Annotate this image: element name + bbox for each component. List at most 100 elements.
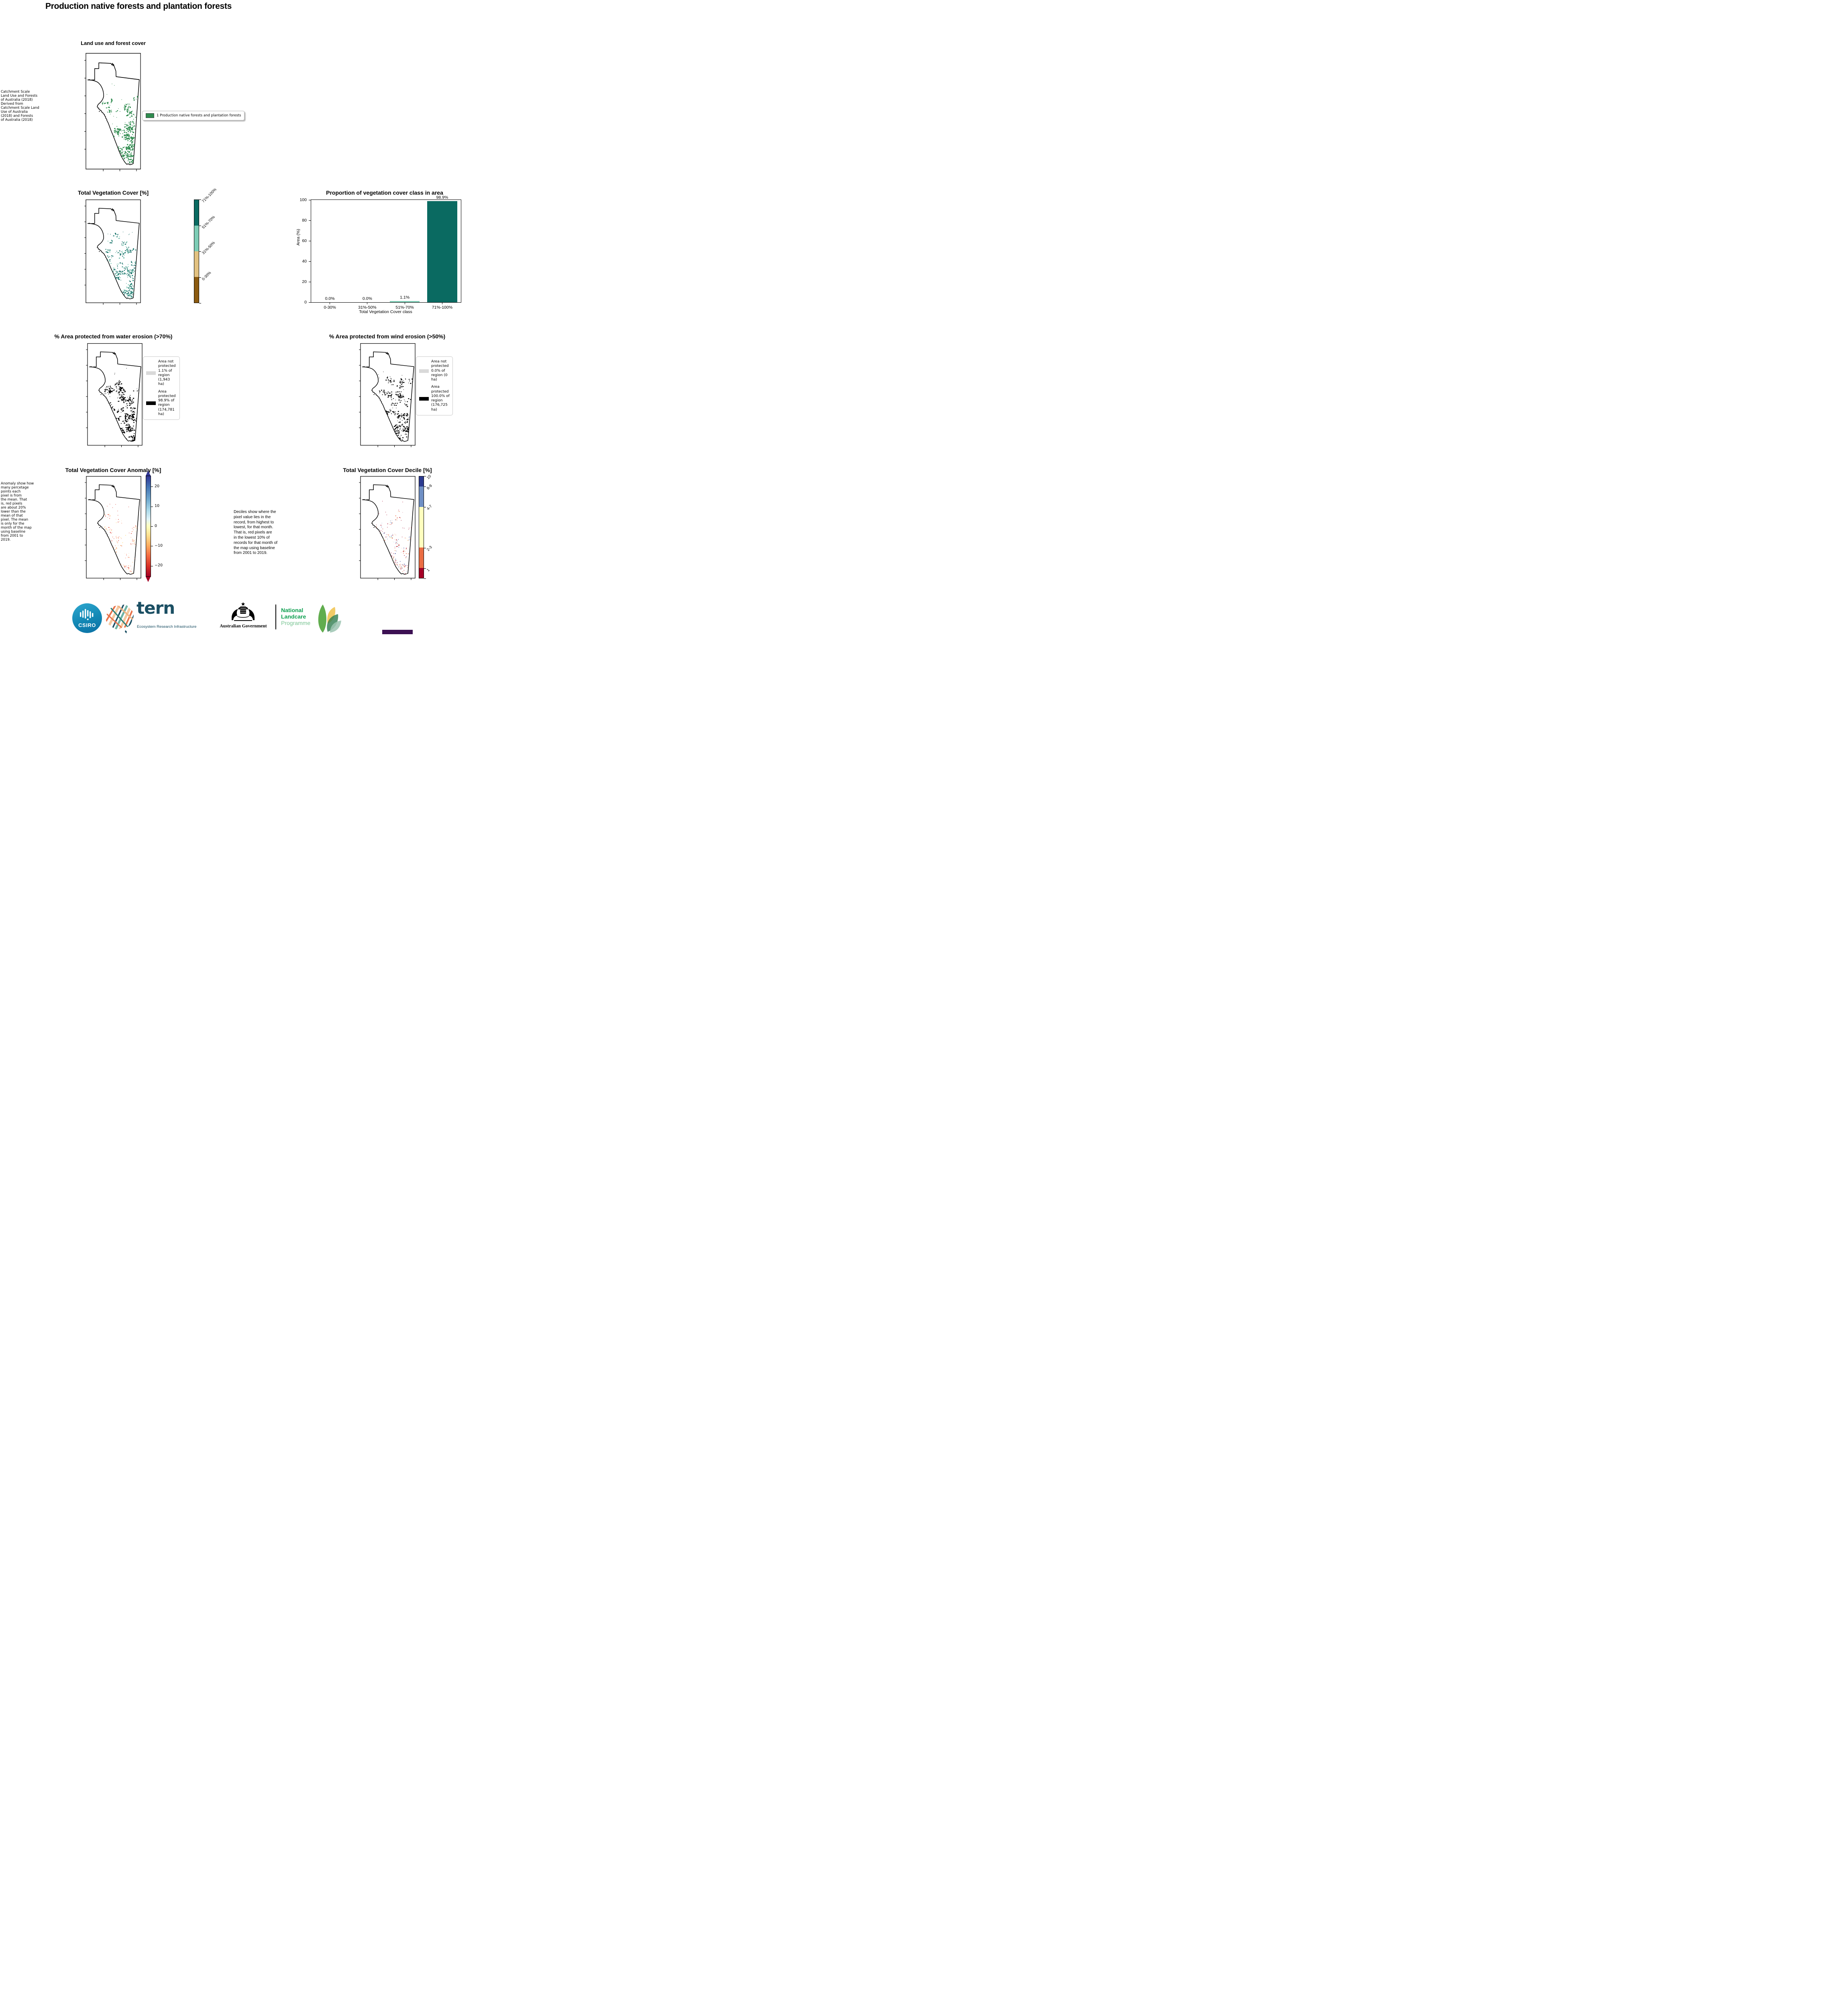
legend-text: Area protected 100.0% of region (176,725… xyxy=(431,385,450,412)
landcare-line-2: Landcare xyxy=(281,613,306,620)
australian-government-label: Australian Government xyxy=(220,624,267,629)
wind-erosion-map xyxy=(359,343,416,448)
decile-label: 1 xyxy=(426,568,431,572)
csiro-waves-icon xyxy=(80,609,94,620)
nsw-government-logo: NSW GOVERNMENT xyxy=(382,630,413,634)
forest-legend-label: 1 Production native forests and plantati… xyxy=(157,114,241,118)
anomaly-tick-label: −10 xyxy=(155,543,163,548)
veg-cover-colorbar: 71%-100% 51%-70% 31%-50% 0-30% xyxy=(194,187,218,303)
anomaly-tick-label: 20 xyxy=(155,484,160,489)
bar-chart-xlabel: Total Vegetation Cover class xyxy=(359,309,412,314)
legend-entry: Area protected 100.0% of region (176,725… xyxy=(419,385,450,412)
tern-wordmark: tern xyxy=(137,598,175,618)
bar-51%-70% xyxy=(389,301,420,302)
anomaly-tick-label: 0 xyxy=(155,523,157,528)
anomaly-tick-label: 10 xyxy=(155,504,160,509)
legend-entry: Area not protected 0.0% of region (0 ha) xyxy=(419,360,450,382)
tern-subtitle: Ecosystem Research Infrastructure xyxy=(137,625,197,629)
wind-erosion-title: % Area protected from wind erosion (>50%… xyxy=(329,333,446,340)
water-erosion-legend: Area not protected 1.1% of region (1,943… xyxy=(143,356,180,420)
water-erosion-map xyxy=(86,343,143,448)
colorbar-segment xyxy=(194,226,199,251)
australian-government-crest-icon xyxy=(232,602,255,621)
y-tick-label: 60 xyxy=(302,238,307,243)
anomaly-gradient xyxy=(146,476,151,577)
land-use-legend: 1 Production native forests and plantati… xyxy=(142,111,245,120)
colorbar-label: 0-30% xyxy=(201,270,212,281)
decile-label: 4-7 xyxy=(426,504,433,511)
csiro-logo: CSIRO xyxy=(72,603,102,633)
legend-entry: Area not protected 1.1% of region (1,943… xyxy=(146,360,177,387)
colorbar-segment xyxy=(194,277,199,303)
decile-segment xyxy=(419,476,424,487)
wind-erosion-legend: Area not protected 0.0% of region (0 ha)… xyxy=(416,356,453,415)
decile-segment xyxy=(419,486,424,507)
decile-segment xyxy=(419,548,424,568)
anomaly-tick-label: −20 xyxy=(155,563,163,568)
y-tick-label: 40 xyxy=(302,259,307,264)
bar-value-label: 0.0% xyxy=(325,296,335,301)
water-erosion-title: % Area protected from water erosion (>70… xyxy=(54,333,173,340)
anomaly-map xyxy=(85,476,141,580)
bar-value-label: 1.1% xyxy=(400,295,410,300)
y-tick-label: 0 xyxy=(304,300,307,305)
colorbar-arrow-down xyxy=(146,577,151,582)
bar-chart-plot: 0 20 40 60 80 100 0-30% 0.0% 31%-50% 0.0% 51%-70% 1… xyxy=(300,195,461,310)
x-tick-label: 51%-70% xyxy=(395,305,414,310)
bar-value-label: 98.9% xyxy=(436,195,448,200)
decile-title: Total Vegetation Cover Decile [%] xyxy=(343,467,432,473)
bar-71%-100% xyxy=(427,201,457,302)
tern-australia-icon xyxy=(106,605,134,633)
decile-label: 2-3 xyxy=(426,545,433,552)
anomaly-title: Total Vegetation Cover Anomaly [%] xyxy=(65,467,161,473)
legend-text: Area not protected 0.0% of region (0 ha) xyxy=(431,360,449,382)
page-title: Production native forests and plantation… xyxy=(45,2,232,11)
decile-label: 10 xyxy=(426,474,432,480)
land-use-map xyxy=(84,53,141,171)
bar-value-label: 0.0% xyxy=(362,296,372,301)
water-erosion-map-canvas xyxy=(86,343,143,448)
report-page: Production native forests and plantation… xyxy=(0,0,462,634)
bar-chart-title: Proportion of vegetation cover class in … xyxy=(326,189,443,196)
y-tick-label: 100 xyxy=(300,197,307,202)
landcare-line-3: Programme xyxy=(281,620,311,627)
decile-colorbar: 10 8-9 4-7 2-3 1 xyxy=(419,474,433,579)
decile-map-canvas xyxy=(359,476,416,580)
land-use-subtitle: Land use and forest cover xyxy=(81,40,146,46)
y-tick-label: 20 xyxy=(302,279,307,284)
legend-swatch xyxy=(419,369,429,373)
x-tick-label: 0-30% xyxy=(324,305,336,310)
landcare-leaves-icon xyxy=(318,605,341,633)
land-use-map-canvas xyxy=(84,53,141,171)
colorbar-segment xyxy=(194,200,199,226)
anomaly-map-canvas xyxy=(85,476,141,580)
legend-swatch xyxy=(146,401,156,405)
x-tick-label: 31%-50% xyxy=(358,305,377,310)
x-tick-label: 71%-100% xyxy=(432,305,453,310)
legend-swatch xyxy=(146,371,156,375)
landcare-line-1: National xyxy=(281,607,304,613)
colorbar-segment xyxy=(194,251,199,277)
land-use-note: Catchment Scale Land Use and Forests of … xyxy=(1,90,39,122)
decile-label: 8-9 xyxy=(426,483,433,491)
decile-note: Deciles show where the pixel value lies … xyxy=(234,510,277,556)
veg-cover-map-canvas xyxy=(84,199,141,305)
landcare-wordmark: National Landcare Programme xyxy=(281,607,310,627)
csiro-label: CSIRO xyxy=(78,622,96,628)
y-tick-label: 80 xyxy=(302,218,307,223)
decile-segment xyxy=(419,507,424,548)
nsw-waratah-icon xyxy=(382,631,413,634)
legend-text: Area not protected 1.1% of region (1,943… xyxy=(158,360,176,387)
veg-cover-map xyxy=(84,199,141,305)
veg-cover-title: Total Vegetation Cover [%] xyxy=(77,189,149,196)
anomaly-note: Anomaly show how many percetage points e… xyxy=(1,482,34,542)
legend-entry: Area protected 98.9% of region (174,781 … xyxy=(146,390,177,417)
footer-divider xyxy=(275,605,276,629)
decile-segment xyxy=(419,568,424,578)
colorbar-label: 51%-70% xyxy=(201,214,216,230)
anomaly-colorbar: 20 10 0 −10 −20 xyxy=(146,470,163,582)
forest-legend-swatch xyxy=(146,113,154,118)
colorbar-label: 71%-100% xyxy=(201,187,218,204)
legend-swatch xyxy=(419,397,429,401)
legend-text: Area protected 98.9% of region (174,781 … xyxy=(158,389,176,416)
